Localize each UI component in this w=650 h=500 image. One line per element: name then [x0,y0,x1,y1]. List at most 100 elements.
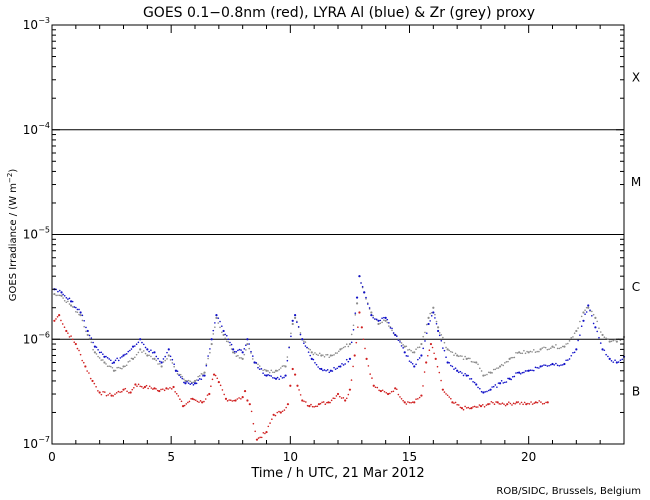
data-dot [379,322,382,325]
data-point [224,397,228,400]
data-dot [546,348,549,351]
data-dot [226,400,229,402]
data-point [110,394,113,397]
data-point [246,399,249,402]
data-dot [185,403,188,405]
data-dot [307,351,310,353]
data-dot [462,408,465,411]
data-point [475,361,478,364]
data-dot [479,367,481,370]
data-dot [350,379,353,381]
data-dot [125,353,128,355]
data-dot [221,331,223,334]
data-dot [465,407,468,409]
data-dot [117,390,120,393]
data-dot [372,314,374,317]
data-dot [136,385,138,387]
data-dot [288,346,290,349]
data-dot [329,401,331,404]
data-dot [298,389,300,391]
data-dot [325,354,327,356]
data-dot [85,330,87,333]
data-dot [269,422,271,424]
data-dot [160,388,162,391]
data-dot [565,343,567,345]
data-dot [78,349,80,352]
data-dot [422,385,424,387]
data-dot [267,425,270,428]
data-dot [257,366,259,369]
data-dot [605,337,607,340]
data-dot [148,354,150,357]
data-point [274,377,278,380]
data-point [248,403,251,406]
data-point [525,403,528,406]
data-dot [556,364,559,367]
data-dot [55,294,57,297]
data-dot [612,339,615,342]
data-dot [150,349,152,351]
data-dot [599,331,602,333]
data-point [210,342,213,346]
data-dot [496,386,498,388]
data-dot [428,349,431,351]
data-dot [513,356,516,359]
data-dot [169,359,172,361]
data-point [246,338,249,341]
data-point [420,342,423,346]
data-dot [472,380,474,383]
data-dot [378,389,380,392]
data-point [91,379,94,383]
data-dot [342,397,345,399]
data-dot [411,401,414,403]
data-dot [209,348,211,350]
data-dot [331,370,334,372]
data-dot [522,403,524,406]
data-dot [598,327,600,329]
data-dot [164,355,167,358]
data-dot [408,401,411,404]
data-dot [228,399,230,401]
data-dot [399,341,401,343]
data-dot [555,362,557,365]
data-point [432,311,435,314]
data-dot [570,336,573,339]
data-dot [90,337,93,339]
data-dot [352,328,355,331]
data-dot [260,368,263,370]
data-dot [485,404,488,406]
data-point [427,316,430,319]
data-dot [607,338,609,340]
data-dot [133,386,135,389]
data-dot [490,400,493,403]
data-dot [198,378,201,380]
data-point [129,391,132,394]
data-dot [257,363,259,366]
data-dot [75,306,77,309]
data-dot [115,392,118,394]
data-dot [237,354,239,357]
data-dot [514,402,516,405]
data-dot [621,358,624,361]
data-point [427,322,430,326]
data-dot [303,400,305,403]
data-dot [337,350,340,353]
x-tick-label: 0 [48,450,56,464]
data-dot [386,318,389,321]
data-dot [429,320,431,322]
data-dot [467,357,470,360]
data-dot [267,370,269,372]
data-dot [148,350,150,353]
data-dot [237,349,239,352]
data-dot [207,355,209,357]
data-dot [322,401,325,403]
data-dot [546,365,549,367]
data-point [329,369,332,372]
data-dot [523,371,525,374]
data-point [103,355,106,358]
data-point [255,438,259,441]
data-dot [492,385,495,388]
data-dot [457,371,460,374]
data-dot [445,346,447,349]
data-dot [592,322,595,325]
